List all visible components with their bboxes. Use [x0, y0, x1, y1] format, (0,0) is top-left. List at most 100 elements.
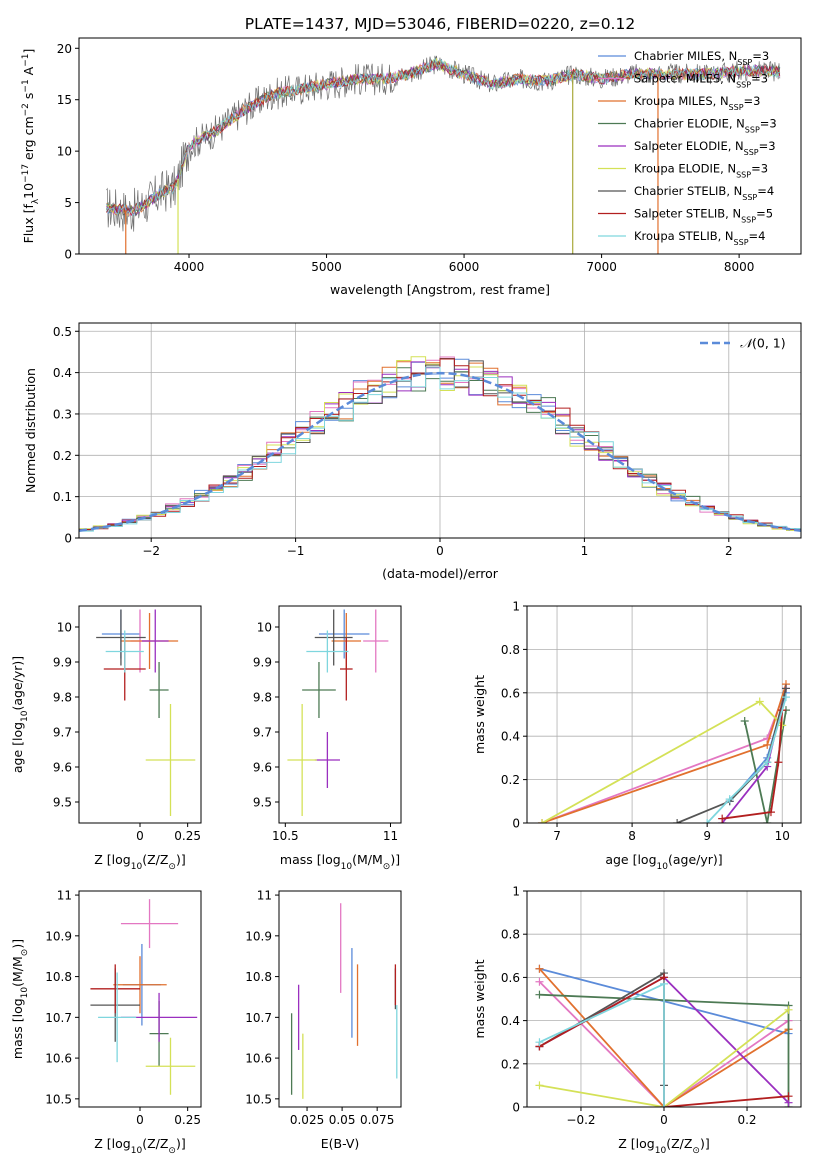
y-tick-label: 10.5 — [245, 1092, 272, 1106]
residual-histogram-8 — [79, 366, 801, 532]
weight-marker — [781, 684, 790, 693]
y-tick-label: 10.6 — [45, 1052, 72, 1066]
x-tick-label: 6000 — [449, 260, 480, 274]
label-part: ⊙ — [168, 1146, 176, 1156]
x-axis-label: Z [log10(Z/Z⊙)] — [618, 1136, 709, 1156]
y-tick-label: 9.6 — [53, 761, 72, 775]
weight-marker — [660, 979, 668, 988]
label-part: λ — [31, 198, 41, 204]
x-axis-label: age [log10(age/yr)] — [605, 852, 722, 872]
label-part: 10 — [131, 862, 143, 872]
y-tick-label: 0.5 — [53, 325, 72, 339]
y-tick-label: 10.7 — [245, 1011, 272, 1025]
label-part: −2 — [21, 103, 31, 116]
legend: 𝒩(0, 1) — [700, 336, 786, 351]
weight-marker — [535, 977, 544, 986]
plot-area — [79, 356, 801, 533]
y-tick-label: 10.8 — [45, 970, 72, 984]
y-axis-label: Normed distribution — [23, 368, 38, 493]
label-part: ⊙ — [168, 862, 176, 872]
y-tick-label: 10.7 — [45, 1011, 72, 1025]
weight-marker — [673, 819, 682, 823]
y-axis-label: Flux [fλ10−17 erg cm−2 s−1 A−1] — [21, 49, 41, 244]
axes-frame: 4000 5000 6000 7000 8000 0 5 10 15 20 wavelength [… — [21, 37, 802, 297]
label-part: −1 — [21, 54, 31, 67]
legend-args: (0, 1) — [752, 336, 786, 351]
plot-area — [106, 55, 781, 254]
y-axis-label: mass weight — [472, 959, 487, 1038]
y-tick-label: 0.2 — [53, 449, 72, 463]
y-tick-label: 0.2 — [501, 1057, 520, 1071]
x-tick-label: 9 — [703, 829, 711, 843]
x-tick-label: 0.025 — [290, 1113, 324, 1127]
legend-text: Salpeter STELIB, N — [634, 207, 741, 221]
legend-label-0: Chabrier MILES, NSSP=3 — [634, 49, 769, 67]
weight-marker — [784, 1092, 793, 1101]
legend-subscript: SSP — [736, 80, 751, 89]
weight-marker — [763, 740, 772, 749]
x-tick-label: 0.2 — [737, 1113, 756, 1127]
legend-value: =3 — [751, 162, 768, 176]
legend-subscript: SSP — [742, 193, 757, 202]
x-tick-label: 2 — [725, 544, 733, 558]
weight-marker — [718, 814, 727, 823]
x-tick-label: 0 — [436, 544, 444, 558]
legend-text: Chabrier MILES, N — [634, 49, 737, 63]
x-tick-label: −2 — [142, 544, 160, 558]
panel-mass-vs-EBV: 0.025 0.05 0.075 10.5 10.6 10.7 10.8 10.9 11 E(B-… — [245, 889, 402, 1151]
panel-spectrum: 4000 5000 6000 7000 8000 0 5 10 15 20 wavelength [… — [21, 37, 802, 297]
weight-marker — [660, 1103, 668, 1107]
label-part: (M/M — [10, 956, 25, 987]
label-part: 10 — [20, 987, 30, 999]
label-part: 10 — [341, 862, 353, 872]
label-part: (M/M — [352, 852, 383, 867]
label-part: Z [log — [94, 1136, 130, 1151]
model-spectrum-7 — [106, 60, 781, 216]
gaussian-reference-curve — [79, 371, 801, 533]
label-part: 10 — [21, 183, 36, 199]
legend-subscript: SSP — [737, 58, 752, 67]
legend-text: Salpeter MILES, N — [634, 72, 736, 86]
y-tick-label: 10 — [57, 145, 72, 159]
legend-text: Kroupa STELIB, N — [634, 229, 734, 243]
legend-text: Kroupa MILES, N — [634, 94, 729, 108]
y-tick-label: 0.6 — [501, 686, 520, 700]
weight-marker — [766, 808, 775, 817]
x-tick-label: 0 — [660, 1113, 668, 1127]
x-axis-label: E(B-V) — [321, 1136, 360, 1151]
weight-marker — [763, 758, 772, 767]
x-tick-label: 1 — [581, 544, 589, 558]
model-spectrum-8 — [106, 57, 780, 216]
label-part: (age/yr)] — [10, 656, 25, 711]
panel-residuals: −2 −1 0 1 2 0 0.1 0.2 0.3 0.4 0.5 𝒩(0, 1) (data-mode… — [23, 322, 802, 581]
legend-label: 𝒩(0, 1) — [740, 336, 786, 351]
plot-area — [90, 899, 198, 1095]
x-tick-label: 0 — [136, 829, 144, 843]
y-tick-label: 9.7 — [53, 726, 72, 740]
legend-label-6: Chabrier STELIB, NSSP=4 — [634, 184, 774, 202]
label-part: Flux [f — [21, 204, 36, 244]
weight-marker — [535, 964, 544, 973]
y-tick-label: 9.7 — [253, 726, 272, 740]
y-tick-label: 0.6 — [501, 971, 520, 985]
legend-text: Kroupa ELODIE, N — [634, 162, 736, 176]
y-tick-label: 0.1 — [53, 490, 72, 504]
weight-marker — [538, 819, 547, 823]
label-part: ⊙ — [20, 949, 30, 957]
x-tick-label: 5000 — [311, 260, 342, 274]
weight-line-5 — [541, 700, 783, 823]
x-axis-label: (data-model)/error — [382, 566, 499, 581]
label-part: 10 — [20, 710, 30, 722]
axes-border — [278, 890, 402, 1108]
legend-label-8: Kroupa STELIB, NSSP=4 — [634, 229, 765, 247]
legend-label-7: Salpeter STELIB, NSSP=5 — [634, 207, 773, 225]
y-tick-label: 1 — [512, 885, 520, 899]
weight-line-5 — [539, 1009, 790, 1107]
legend-value: =3 — [751, 72, 768, 86]
